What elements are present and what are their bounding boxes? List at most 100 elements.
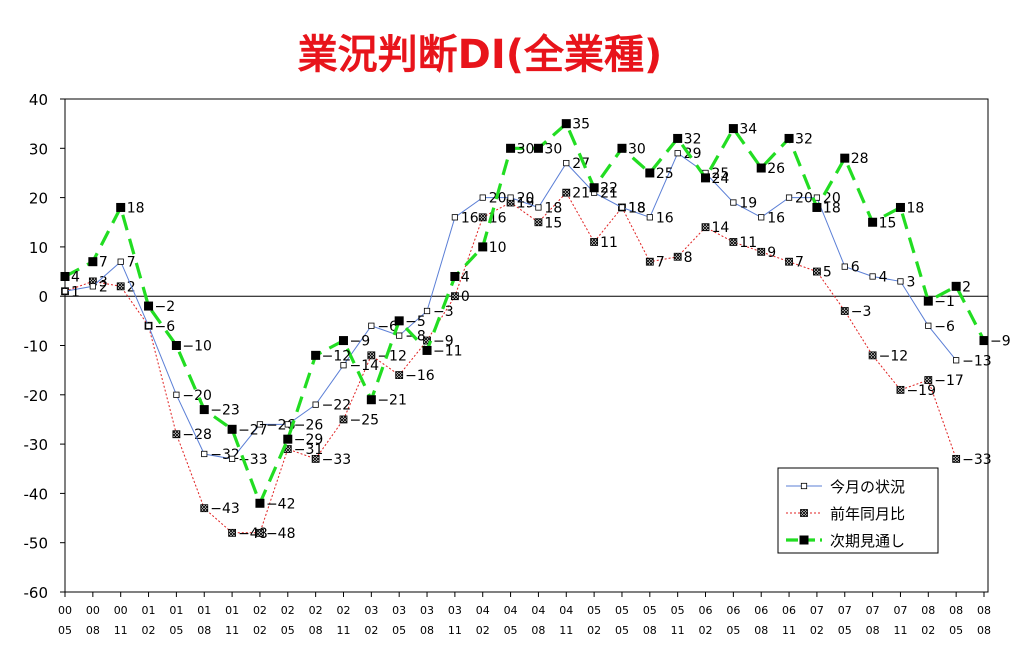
marker-point xyxy=(951,281,961,291)
data-label: 18 xyxy=(544,200,562,216)
data-label: 18 xyxy=(906,200,924,216)
marker-point xyxy=(144,301,154,311)
data-label: 2 xyxy=(127,279,136,295)
data-label: −27 xyxy=(238,422,268,438)
marker-point xyxy=(227,424,237,434)
marker-point xyxy=(422,345,432,355)
marker-point xyxy=(283,434,293,444)
x-tick-label-month: 02 xyxy=(253,624,267,637)
x-tick-label-month: 08 xyxy=(197,624,211,637)
marker-point xyxy=(228,528,236,537)
x-tick-label-year: 06 xyxy=(699,604,713,617)
marker-point xyxy=(116,202,126,212)
marker-point xyxy=(784,133,794,143)
x-tick-label-month: 02 xyxy=(587,624,601,637)
data-label: 29 xyxy=(684,146,702,162)
series-layer: 3 2−28−43−48−48−31−33−25−12−16−9016191521… xyxy=(60,117,1011,542)
data-label: 25 xyxy=(656,166,674,182)
marker-point xyxy=(868,351,877,360)
y-tick-label: -50 xyxy=(24,535,49,553)
marker-point xyxy=(758,214,765,221)
series-line xyxy=(64,121,986,508)
data-label: 16 xyxy=(461,210,479,226)
x-tick-label-month: 02 xyxy=(699,624,713,637)
data-label: −25 xyxy=(349,412,379,428)
marker-point xyxy=(923,296,933,306)
x-tick-label-year: 05 xyxy=(615,604,629,617)
x-tick-label-month: 05 xyxy=(615,624,629,637)
marker-point xyxy=(228,455,236,462)
y-tick-label: -40 xyxy=(24,485,49,503)
data-label: 14 xyxy=(712,220,730,236)
x-tick-label-year: 03 xyxy=(364,604,378,617)
legend-label: 今月の状況 xyxy=(830,478,905,496)
x-tick-label-year: 01 xyxy=(197,604,211,617)
marker-point xyxy=(812,202,822,212)
marker-point xyxy=(674,150,681,157)
x-tick-label-year: 03 xyxy=(392,604,406,617)
marker-point xyxy=(589,183,599,193)
data-label: −16 xyxy=(405,368,435,384)
data-label: 19 xyxy=(517,196,535,212)
marker-point xyxy=(368,322,375,329)
x-tick-label-month: 08 xyxy=(531,624,545,637)
data-label: 3 xyxy=(906,274,915,290)
data-label: 32 xyxy=(684,131,702,147)
data-label: −12 xyxy=(377,348,407,364)
data-label: −19 xyxy=(906,383,936,399)
data-label: −9 xyxy=(990,334,1011,350)
legend-label: 次期見通し xyxy=(830,532,905,550)
data-label: 26 xyxy=(767,161,785,177)
marker-point xyxy=(925,322,932,329)
marker-point xyxy=(730,199,737,206)
data-label: 0 xyxy=(461,289,470,305)
data-label: −1 xyxy=(934,294,955,310)
data-label: −17 xyxy=(934,373,964,389)
data-label: −33 xyxy=(962,452,992,468)
marker-point xyxy=(311,454,320,463)
x-tick-label-month: 05 xyxy=(169,624,183,637)
x-tick-label-month: 11 xyxy=(893,624,907,637)
x-tick-label-month: 11 xyxy=(448,624,462,637)
y-tick-label: 40 xyxy=(29,91,48,109)
x-tick-label-month: 02 xyxy=(364,624,378,637)
data-label: 7 xyxy=(656,255,665,271)
data-label: 21 xyxy=(572,186,590,202)
marker-point xyxy=(61,288,69,295)
data-label: 19 xyxy=(739,196,757,212)
marker-point xyxy=(89,283,96,290)
data-label: −10 xyxy=(182,339,212,355)
data-label: 20 xyxy=(517,191,535,207)
x-tick-label-month: 02 xyxy=(142,624,156,637)
marker-point xyxy=(451,214,458,221)
marker-point xyxy=(590,238,599,246)
data-label: −14 xyxy=(349,358,379,374)
marker-point xyxy=(312,401,319,408)
marker-point xyxy=(673,252,682,261)
marker-point xyxy=(145,322,152,329)
data-label: −33 xyxy=(322,452,352,468)
x-tick-label-month: 05 xyxy=(392,624,406,637)
data-label: 5 xyxy=(823,265,832,281)
data-label: −23 xyxy=(210,403,240,419)
marker-point xyxy=(507,194,514,201)
data-label: −11 xyxy=(433,343,463,359)
marker-point xyxy=(256,421,264,428)
x-tick-label-year: 05 xyxy=(643,604,657,617)
x-axis: 00 05 00 08 00 11 01 02 01 05 01 08 01 11 02 02 02 05 02 08… xyxy=(58,592,991,637)
marker-point xyxy=(813,267,821,276)
marker-point xyxy=(478,213,487,222)
x-tick-label-month: 08 xyxy=(866,624,880,637)
marker-point xyxy=(840,307,849,315)
x-tick-label-month: 08 xyxy=(86,624,100,637)
x-tick-label-year: 08 xyxy=(977,604,991,617)
x-tick-label-month: 08 xyxy=(309,624,323,637)
data-label: 24 xyxy=(712,171,730,187)
data-label: −13 xyxy=(962,353,992,369)
x-tick-label-year: 02 xyxy=(281,604,295,617)
marker-point xyxy=(396,332,403,339)
y-tick-label: 20 xyxy=(29,190,48,208)
x-tick-label-year: 04 xyxy=(476,604,490,617)
